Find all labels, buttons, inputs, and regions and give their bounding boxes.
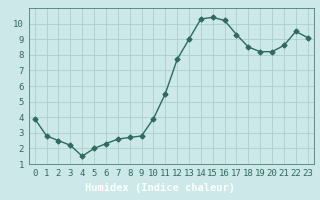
Text: Humidex (Indice chaleur): Humidex (Indice chaleur)	[85, 183, 235, 193]
